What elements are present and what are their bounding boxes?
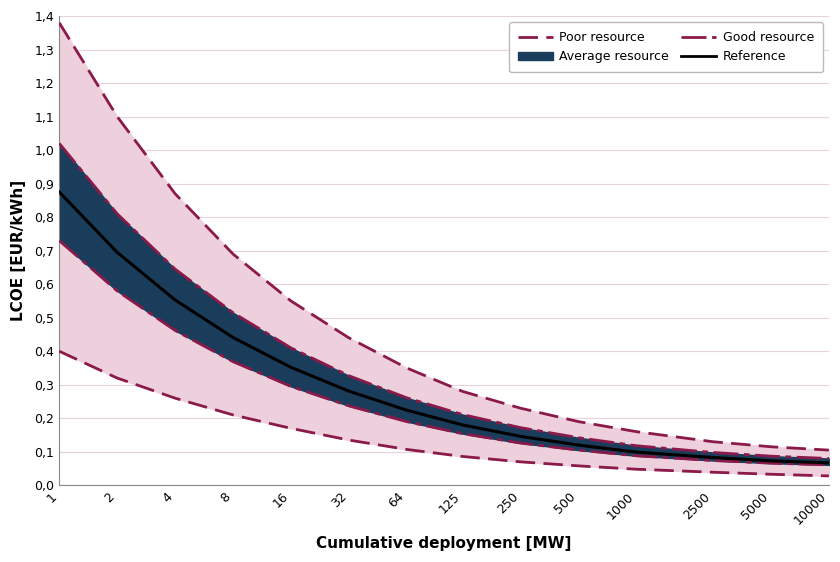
- X-axis label: Cumulative deployment [MW]: Cumulative deployment [MW]: [317, 536, 572, 551]
- Y-axis label: LCOE [EUR/kWh]: LCOE [EUR/kWh]: [11, 180, 26, 321]
- Legend: Poor resource, Average resource, Good resource, Reference: Poor resource, Average resource, Good re…: [509, 22, 822, 72]
